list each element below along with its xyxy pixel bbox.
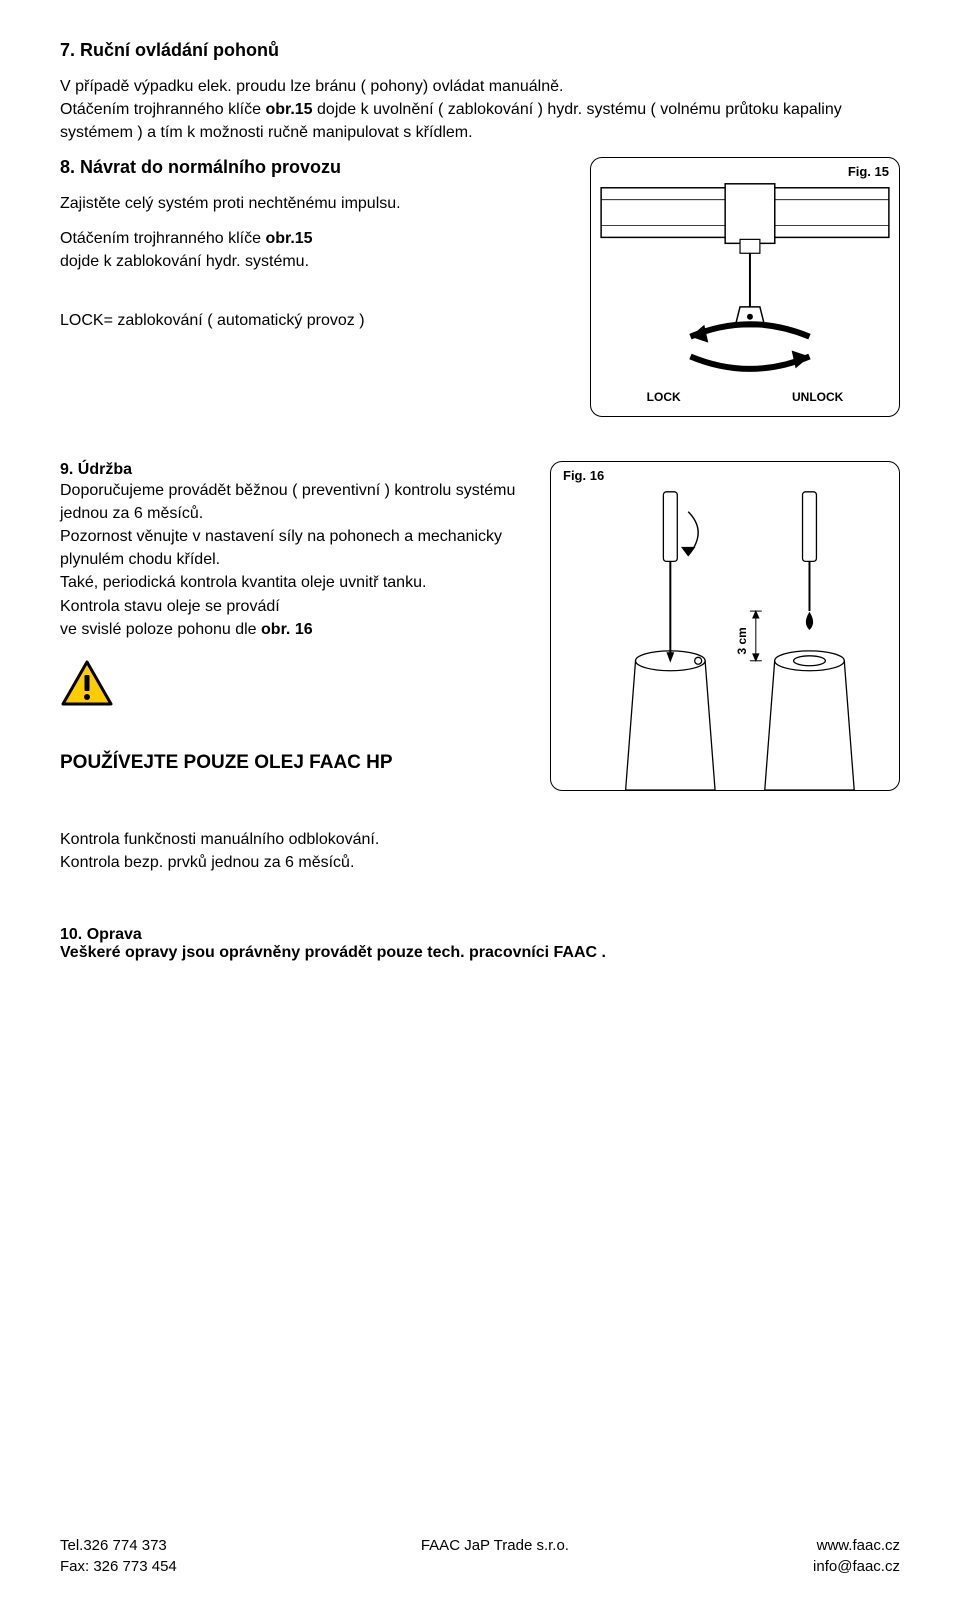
fig16-label: Fig. 16 [563, 468, 604, 483]
sec8-lock: LOCK= zablokování ( automatický provoz ) [60, 309, 570, 332]
sec9-title-text: 9. Údržba [60, 461, 132, 478]
footer-left: Tel.326 774 373 Fax: 326 773 454 [60, 1535, 177, 1577]
sec9-p5: ve svislé poloze pohonu dle obr. 16 [60, 618, 530, 641]
sec10-title: 10. Oprava [60, 926, 142, 943]
sec9-p4: Kontrola stavu oleje se provádí [60, 595, 530, 618]
sec9-p1: Doporučujeme provádět běžnou ( preventiv… [60, 479, 530, 525]
sec9-p2: Pozornost věnujte v nastavení síly na po… [60, 525, 530, 571]
sec8-p2bold: obr.15 [265, 230, 312, 247]
footer-right: www.faac.cz info@faac.cz [813, 1535, 900, 1577]
maint-l2: Kontrola bezp. prvků jednou za 6 měsíců. [60, 851, 530, 874]
sec9-p5a: ve svislé poloze pohonu dle [60, 621, 261, 638]
figure-16: Fig. 16 [550, 461, 900, 791]
fig16-dim: 3 cm [735, 627, 749, 654]
sec9-p5bold: obr. 16 [261, 621, 313, 638]
sec8-p1: Zajistěte celý systém proti nechtěnému i… [60, 192, 570, 215]
footer-center: FAAC JaP Trade s.r.o. [421, 1535, 569, 1577]
footer-fax: Fax: 326 773 454 [60, 1558, 177, 1575]
warning-icon [60, 659, 114, 712]
fig16-svg: 3 cm [551, 462, 899, 790]
sec8-p2: Otáčením trojhranného klíče obr.15 dojde… [60, 227, 570, 273]
fig15-svg [591, 158, 899, 416]
sec10-p1: Veškeré opravy jsou oprávněny provádět p… [60, 944, 606, 961]
sec9-p3: Také, periodická kontrola kvantita oleje… [60, 571, 530, 594]
page-footer: Tel.326 774 373 Fax: 326 773 454 FAAC Ja… [60, 1535, 900, 1577]
oil-warning: POUŽÍVEJTE POUZE OLEJ FAAC HP [60, 752, 530, 774]
sec7-para: V případě výpadku elek. proudu lze bránu… [60, 75, 900, 145]
footer-web: www.faac.cz [817, 1537, 900, 1554]
sec9-title: 9. Údržba [60, 461, 530, 479]
footer-email: info@faac.cz [813, 1558, 900, 1575]
sec8-p2a: Otáčením trojhranného klíče [60, 230, 265, 247]
fig15-unlock-label: UNLOCK [792, 390, 843, 404]
footer-company: FAAC JaP Trade s.r.o. [421, 1537, 569, 1554]
sec8-title: 8. Návrat do normálního provozu [60, 157, 570, 178]
sec7-p1a: V případě výpadku elek. proudu lze bránu… [60, 78, 563, 95]
maint-l1: Kontrola funkčnosti manuálního odbloková… [60, 828, 530, 851]
fig15-lock-label: LOCK [647, 390, 681, 404]
sec7-p1bold: obr.15 [265, 101, 312, 118]
sec10: 10. Oprava Veškeré opravy jsou oprávněny… [60, 926, 900, 962]
fig15-label: Fig. 15 [848, 164, 889, 179]
sec7-p1b: Otáčením trojhranného klíče [60, 101, 265, 118]
sec7-title: 7. Ruční ovládání pohonů [60, 40, 900, 61]
figure-15: Fig. 15 LOCK UNLOCK [590, 157, 900, 417]
sec8-p2c: dojde k zablokování hydr. systému. [60, 253, 309, 270]
footer-tel: Tel.326 774 373 [60, 1537, 167, 1554]
